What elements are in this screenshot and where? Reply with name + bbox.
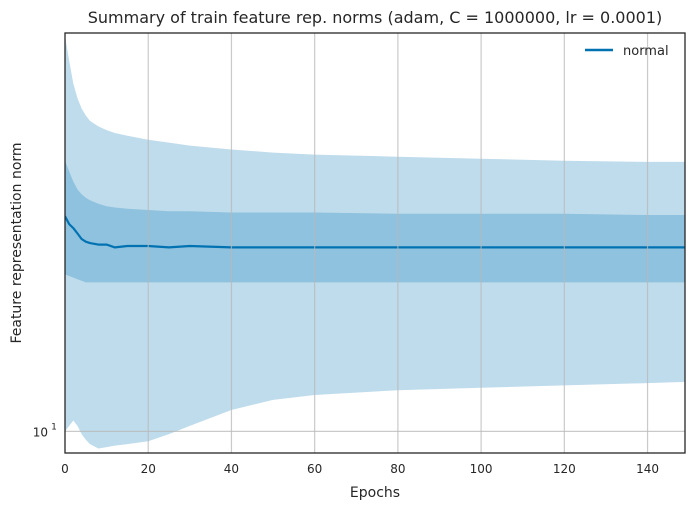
x-tick-label: 40 (224, 462, 239, 476)
grid (65, 33, 685, 453)
series-line-normal (65, 215, 685, 249)
x-tick-label: 0 (61, 462, 69, 476)
x-tick-label: 100 (470, 462, 493, 476)
legend: normal (585, 44, 669, 59)
x-tick-label: 60 (307, 462, 322, 476)
plot-frame (64, 32, 686, 454)
band-inner-normal (65, 160, 685, 283)
x-tick-label: 120 (553, 462, 576, 476)
axes: 0 20 40 60 80 100 120 140 10 1 (33, 32, 686, 476)
plot-area (65, 36, 685, 449)
x-axis-label: Epochs (350, 485, 400, 501)
x-tick-label: 80 (390, 462, 405, 476)
chart-title: Summary of train feature rep. norms (ada… (88, 8, 663, 27)
x-tick-label: 20 (141, 462, 156, 476)
band-outer-normal (65, 36, 685, 449)
y-tick-exponent: 1 (51, 422, 57, 432)
y-tick-label: 10 (33, 425, 48, 439)
y-axis-label: Feature representation norm (9, 142, 25, 343)
x-tick-label: 140 (636, 462, 659, 476)
legend-label-normal: normal (623, 44, 669, 59)
